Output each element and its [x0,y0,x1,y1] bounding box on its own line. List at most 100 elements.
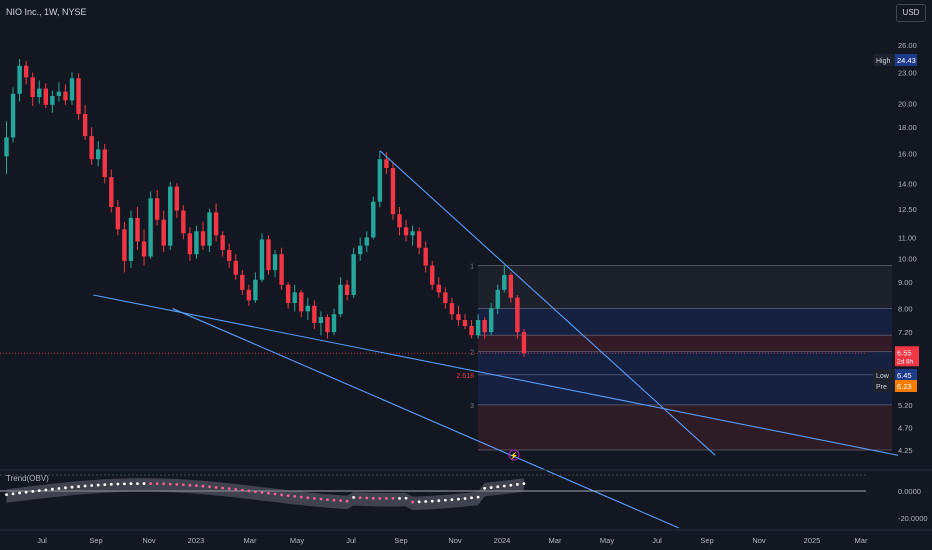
osc-dot [319,497,323,501]
osc-dot [175,483,179,486]
badge-value: 24.43 [897,56,916,65]
osc-dot [188,483,192,487]
x-tick-label: May [600,536,614,545]
osc-dot [162,482,166,486]
osc-dot [96,483,100,487]
osc-dot [142,482,146,485]
time-axis[interactable]: Jul Sep Nov 2023 Mar May Jul Sep Nov 2024 Mar May Ju… [0,529,932,545]
osc-dot [516,483,519,486]
fib-zone [478,308,892,336]
fib-level-label: 2.618 [456,373,474,380]
y-tick-label: 18.00 [898,123,917,132]
x-tick-label: 2024 [494,536,511,545]
candle-body [4,137,9,157]
candle-body [449,303,455,315]
osc-dot [378,496,382,500]
event-marker-glyph: ⚡ [510,451,519,460]
candle-body [475,320,481,336]
trend-line [379,150,716,456]
osc-dot [116,482,120,486]
candle-body [521,332,527,354]
osc-dot [240,488,244,492]
osc-dot [57,487,61,490]
fib-zone [478,335,892,352]
candle-body [10,93,16,138]
fib-zone [478,351,892,375]
osc-dot [352,496,356,499]
osc-dot [109,482,113,486]
y-tick-label: 16.00 [898,150,917,159]
y-tick-label: 7.20 [898,328,913,337]
candle-body [17,65,22,94]
osc-dot [24,490,28,494]
osc-tick-label: -20.0000 [898,514,928,523]
candle-body [502,274,507,290]
candle-body [63,91,68,101]
candle-body [168,186,173,246]
candle-body [30,77,35,98]
candle-body [259,239,265,280]
osc-dot [489,486,493,489]
osc-dot [136,482,139,485]
x-tick-label: Sep [394,536,407,545]
osc-dot [496,485,500,489]
candle-body [279,254,284,285]
candle-body [403,227,409,236]
candlestick-layer [4,58,527,357]
last-price-countdown: 2d 8h [897,358,914,365]
osc-dot [293,494,297,498]
osc-tick-label: 0.0000 [898,487,921,496]
y-tick-label: 14.00 [898,179,917,188]
badge-value-bg [895,369,917,381]
candle-body [37,88,42,98]
osc-dot [267,491,270,495]
badge-label-bg [873,54,895,66]
trendline-layer[interactable]: ⚡ [93,150,899,529]
candle-body [508,274,514,298]
oscillator-pane: 0.0000 -20.0000 [0,469,932,523]
x-tick-label: Nov [752,536,766,545]
candle-body [318,317,324,323]
osc-dot [358,496,362,500]
candle-body [207,212,212,246]
candle-body [371,201,376,238]
osc-dot [31,490,35,493]
osc-dot [312,497,316,500]
pre-market-badge: Pre 6.23 [873,380,917,392]
osc-dot [64,486,67,490]
candle-body [194,231,199,255]
price-axis[interactable]: 26.00 23.00 20.00 18.00 16.00 14.00 12.50 11.00… [898,41,917,455]
osc-dot [404,496,408,500]
candle-body [410,231,415,236]
candle-body [351,254,356,296]
osc-dot [50,487,54,491]
currency-button[interactable]: USD [896,4,926,22]
osc-dot [443,498,447,502]
candle-body [423,247,428,266]
candle-body [227,249,232,261]
candle-body [436,284,441,293]
candle-body [181,210,186,234]
y-tick-label: 12.50 [898,205,917,214]
candle-body [299,292,304,312]
low-badge: Low 6.45 [873,369,917,381]
osc-dot [385,497,388,500]
badge-value-bg [895,380,917,392]
badge-value-bg [895,54,917,66]
osc-dot [273,492,277,496]
indicator-label[interactable]: Trend(OBV) [6,474,49,483]
osc-dot [332,498,336,502]
candle-body [154,198,160,220]
osc-dot [37,489,41,493]
fib-zone [478,265,892,309]
osc-dot [168,482,172,486]
candle-body [102,149,107,178]
candle-body [82,113,88,137]
y-tick-label: 4.25 [898,446,913,455]
candle-body [331,314,337,333]
x-tick-label: Jul [346,536,356,545]
candle-body [174,186,179,211]
x-tick-label: Sep [700,536,713,545]
osc-dot [129,482,133,486]
